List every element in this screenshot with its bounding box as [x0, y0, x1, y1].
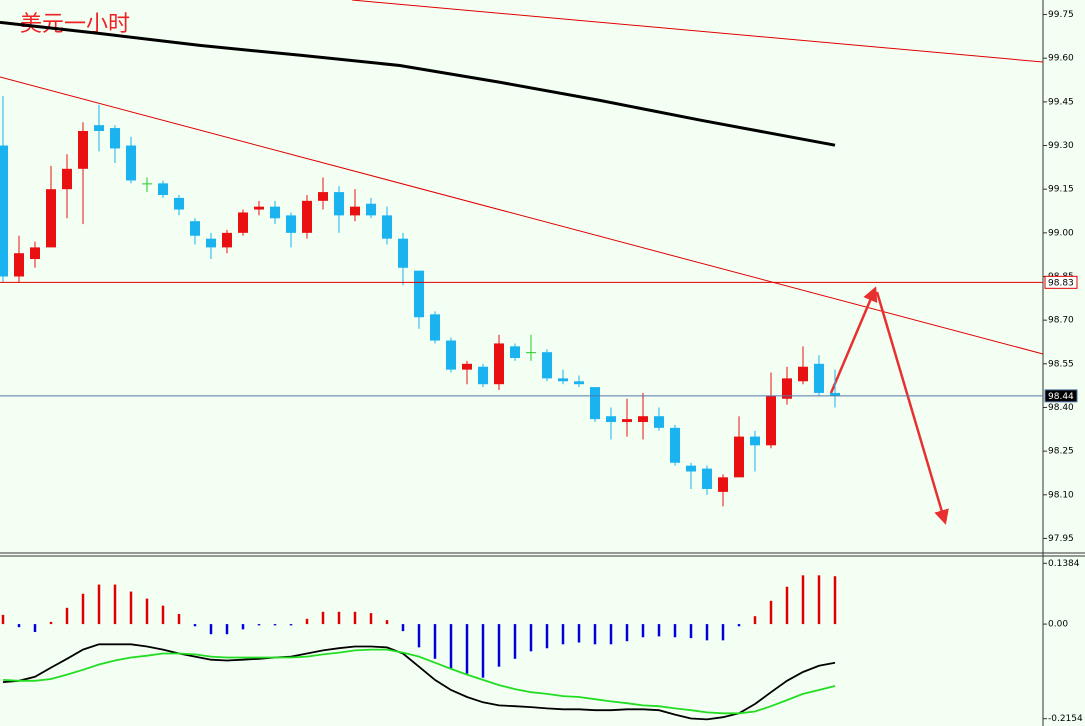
- y-tick-label: 0.1384: [1048, 559, 1080, 569]
- y-tick-label: 98.70: [1048, 316, 1074, 326]
- candle-body: [222, 232, 232, 248]
- candle-body: [62, 168, 72, 190]
- candle-body: [238, 212, 248, 233]
- candle-body: [414, 270, 424, 318]
- arrow-up: [829, 286, 878, 394]
- candle-body: [734, 436, 744, 478]
- candle-body: [270, 206, 280, 219]
- candle-body: [206, 238, 216, 248]
- candle-body: [78, 130, 88, 169]
- candle-body: [686, 465, 696, 472]
- candle-body: [766, 395, 776, 446]
- level-label-box: [1044, 389, 1078, 403]
- candle-body: [718, 477, 728, 492]
- candle-body: [558, 378, 568, 382]
- candle-body: [606, 416, 616, 423]
- candle-body: [318, 192, 328, 201]
- candle-body: [526, 352, 536, 354]
- candle-body: [286, 215, 296, 233]
- trend-line: [351, 0, 1044, 63]
- candle-body: [110, 128, 120, 149]
- y-tick-label: 99.45: [1048, 97, 1074, 107]
- moving-average: [0, 20, 836, 147]
- candle-body: [14, 253, 24, 277]
- candle-body: [142, 183, 152, 185]
- candle-body: [158, 183, 168, 196]
- candle-body: [670, 427, 680, 463]
- candle-body: [782, 378, 792, 399]
- macd-line: [2, 648, 836, 715]
- y-tick-label: 98.40: [1048, 403, 1074, 413]
- candle-body: [814, 363, 824, 393]
- candle-body: [94, 125, 104, 131]
- chart-title: 美元一小时: [20, 12, 130, 37]
- level-label: 98.44: [1048, 392, 1074, 402]
- candle-body: [654, 416, 664, 428]
- candle-body: [398, 238, 408, 268]
- candle-body: [702, 468, 712, 489]
- candle-body: [430, 314, 440, 341]
- candle-body: [622, 419, 632, 423]
- candle-body: [334, 192, 344, 216]
- y-tick-label: 98.55: [1048, 359, 1074, 369]
- candle-body: [750, 436, 760, 446]
- y-tick-label: 98.10: [1048, 490, 1074, 500]
- candle-body: [350, 206, 360, 216]
- candle-body: [174, 197, 184, 210]
- candle-body: [382, 215, 392, 239]
- y-tick-label: 99.30: [1048, 141, 1074, 151]
- candle-body: [590, 387, 600, 420]
- candle-body: [574, 381, 584, 385]
- candle-body: [302, 200, 312, 233]
- y-tick-label: 99.15: [1048, 185, 1074, 195]
- y-tick-label: 99.60: [1048, 54, 1074, 64]
- macd-line: [2, 643, 836, 721]
- y-tick-label: 97.95: [1048, 534, 1074, 544]
- trend-line: [0, 76, 1044, 355]
- candle-body: [30, 247, 40, 260]
- candle-body: [542, 352, 552, 379]
- candle-body: [46, 189, 56, 248]
- y-tick-label: 99.00: [1048, 228, 1074, 238]
- candle-body: [638, 416, 648, 423]
- candle-body: [366, 203, 376, 216]
- candle-body: [190, 221, 200, 236]
- candle-body: [510, 346, 520, 358]
- y-tick-label: 99.75: [1048, 10, 1074, 20]
- candle-body: [0, 145, 8, 277]
- candle-body: [462, 363, 472, 370]
- candle-body: [798, 366, 808, 382]
- candle-body: [830, 392, 840, 396]
- y-tick-label: -0.2154: [1048, 714, 1083, 724]
- candle-body: [126, 145, 136, 181]
- y-tick-label: 0.00: [1048, 620, 1068, 630]
- candle-body: [446, 340, 456, 370]
- candle-body: [478, 366, 488, 385]
- candle-body: [494, 343, 504, 385]
- level-label: 98.83: [1048, 278, 1074, 288]
- candle-body: [254, 206, 264, 210]
- y-tick-label: 98.25: [1048, 447, 1074, 457]
- level-label-box: [1044, 275, 1078, 289]
- arrow-down: [875, 291, 949, 525]
